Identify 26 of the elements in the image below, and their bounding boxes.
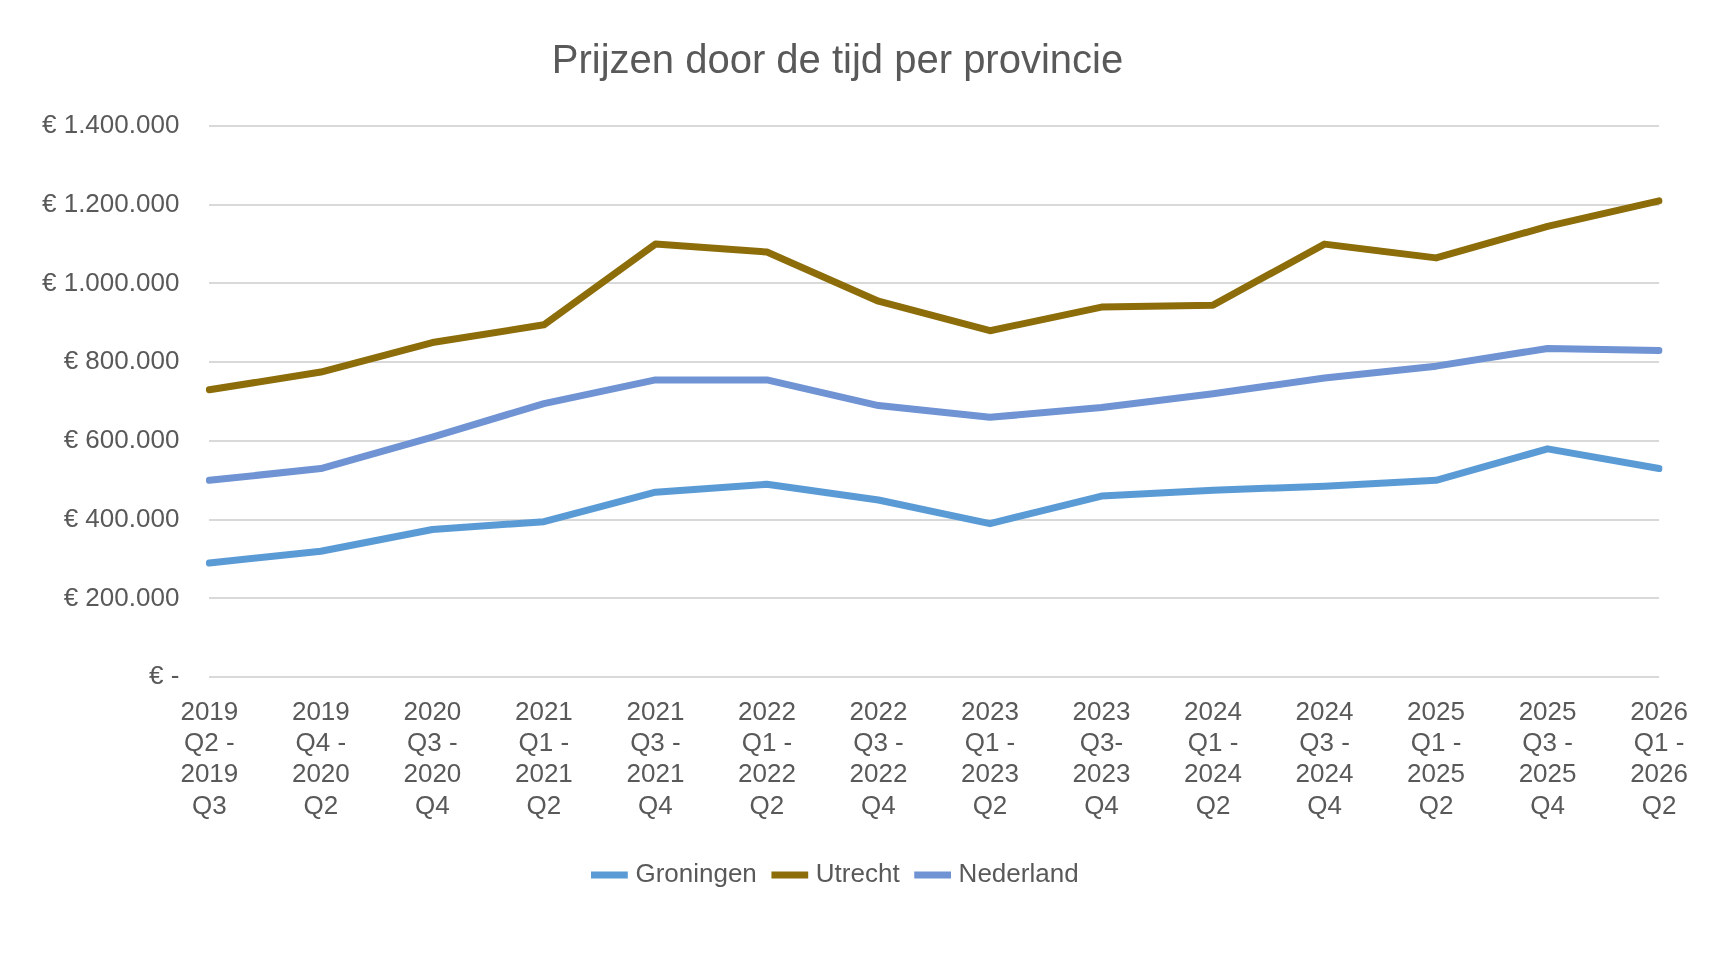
y-tick-label: € 800.000 (63, 345, 180, 376)
x-tick-label: 2025 Q3 - 2025 Q4 (1518, 695, 1577, 820)
y-tick-label: € 1.200.000 (41, 187, 180, 218)
y-tick-label: € 1.000.000 (41, 266, 180, 297)
y-tick-label: € 200.000 (63, 581, 180, 612)
x-tick-label: 2026 Q1 - 2026 Q2 (1630, 695, 1688, 820)
x-tick-label: 2023 Q1 - 2023 Q2 (961, 695, 1019, 820)
y-tick-label: € 600.000 (63, 424, 180, 455)
x-tick-label: 2021 Q3 - 2021 Q4 (626, 695, 685, 820)
x-tick-label: 2022 Q1 - 2022 Q2 (738, 695, 796, 820)
chart-title: Prijzen door de tijd per provincie (551, 37, 1124, 82)
x-tick-label: 2021 Q1 - 2021 Q2 (514, 695, 573, 820)
y-tick-label: € 400.000 (63, 502, 180, 533)
y-tick-label: € - (149, 660, 180, 691)
legend-label: Nederland (958, 858, 1079, 889)
x-tick-label: 2024 Q1 - 2024 Q2 (1184, 695, 1242, 820)
x-tick-label: 2024 Q3 - 2024 Q4 (1295, 695, 1354, 820)
x-tick-label: 2019 Q4 - 2020 Q2 (291, 695, 350, 820)
x-tick-label: 2023 Q3-2023 Q4 (1072, 695, 1131, 820)
x-tick-label: 2025 Q1 - 2025 Q2 (1407, 695, 1465, 820)
legend-label: Utrecht (815, 858, 901, 889)
x-tick-label: 2022 Q3 - 2022 Q4 (849, 695, 908, 820)
legend-label: Groningen (635, 858, 757, 889)
y-tick-label: € 1.400.000 (41, 109, 180, 140)
x-tick-label: 2020 Q3 - 2020 Q4 (403, 695, 462, 820)
x-tick-label: 2019 Q2 - 2019 Q3 (180, 695, 239, 820)
